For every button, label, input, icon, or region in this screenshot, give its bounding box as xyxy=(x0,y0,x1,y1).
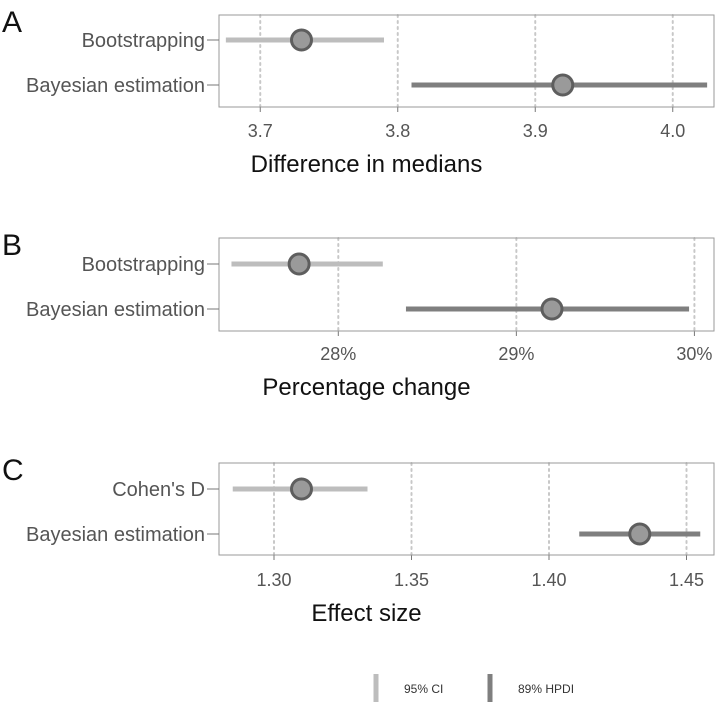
row-label: Bayesian estimation xyxy=(26,524,205,546)
point-estimate xyxy=(290,477,313,501)
x-tick-label: 1.40 xyxy=(531,570,566,590)
x-tick-label: 3.9 xyxy=(523,121,548,141)
row-label: Bootstrapping xyxy=(82,30,205,52)
row-label: Bootstrapping xyxy=(82,254,205,276)
legend-label: 89% HPDI xyxy=(518,682,574,696)
legend-label: 95% CI xyxy=(404,682,443,696)
x-tick-label: 1.35 xyxy=(394,570,429,590)
point-estimate xyxy=(551,73,575,97)
panel-c: C 1.30 1.35 1.40 1.45 Cohen's D Bayesian estim… xyxy=(2,454,715,627)
panel-border xyxy=(218,462,715,556)
axis-title: Difference in medians xyxy=(251,151,483,178)
point-estimate xyxy=(628,522,652,546)
panel-letter: B xyxy=(2,229,22,262)
panel-border xyxy=(218,237,715,332)
legend: 95% CI 89% HPDI xyxy=(373,674,574,702)
panel-border xyxy=(218,14,715,108)
x-tick-label: 1.30 xyxy=(256,570,291,590)
row-label: Bayesian estimation xyxy=(26,299,205,321)
panel-b: B 28% 29% 30% Bootstrapping Bayesian estimati… xyxy=(2,229,715,401)
x-tick-label: 30% xyxy=(676,344,712,364)
panel-letter: A xyxy=(2,6,22,39)
row-label: Bayesian estimation xyxy=(26,75,205,97)
axis-title: Effect size xyxy=(311,600,421,627)
x-tick-label: 1.45 xyxy=(669,570,704,590)
panel-a: A 3.7 3.8 3.9 4.0 Bootstrapping Bayesian estim… xyxy=(2,6,715,178)
x-tick-label: 29% xyxy=(498,344,534,364)
x-tick-label: 28% xyxy=(320,344,356,364)
row-label: Cohen's D xyxy=(112,479,205,501)
point-estimate xyxy=(540,297,564,321)
x-tick-label: 3.8 xyxy=(385,121,410,141)
point-estimate xyxy=(287,252,311,276)
panel-letter: C xyxy=(2,454,24,487)
x-tick-label: 3.7 xyxy=(248,121,273,141)
x-tick-label: 4.0 xyxy=(660,121,685,141)
axis-title: Percentage change xyxy=(262,374,470,401)
point-estimate xyxy=(290,28,313,52)
